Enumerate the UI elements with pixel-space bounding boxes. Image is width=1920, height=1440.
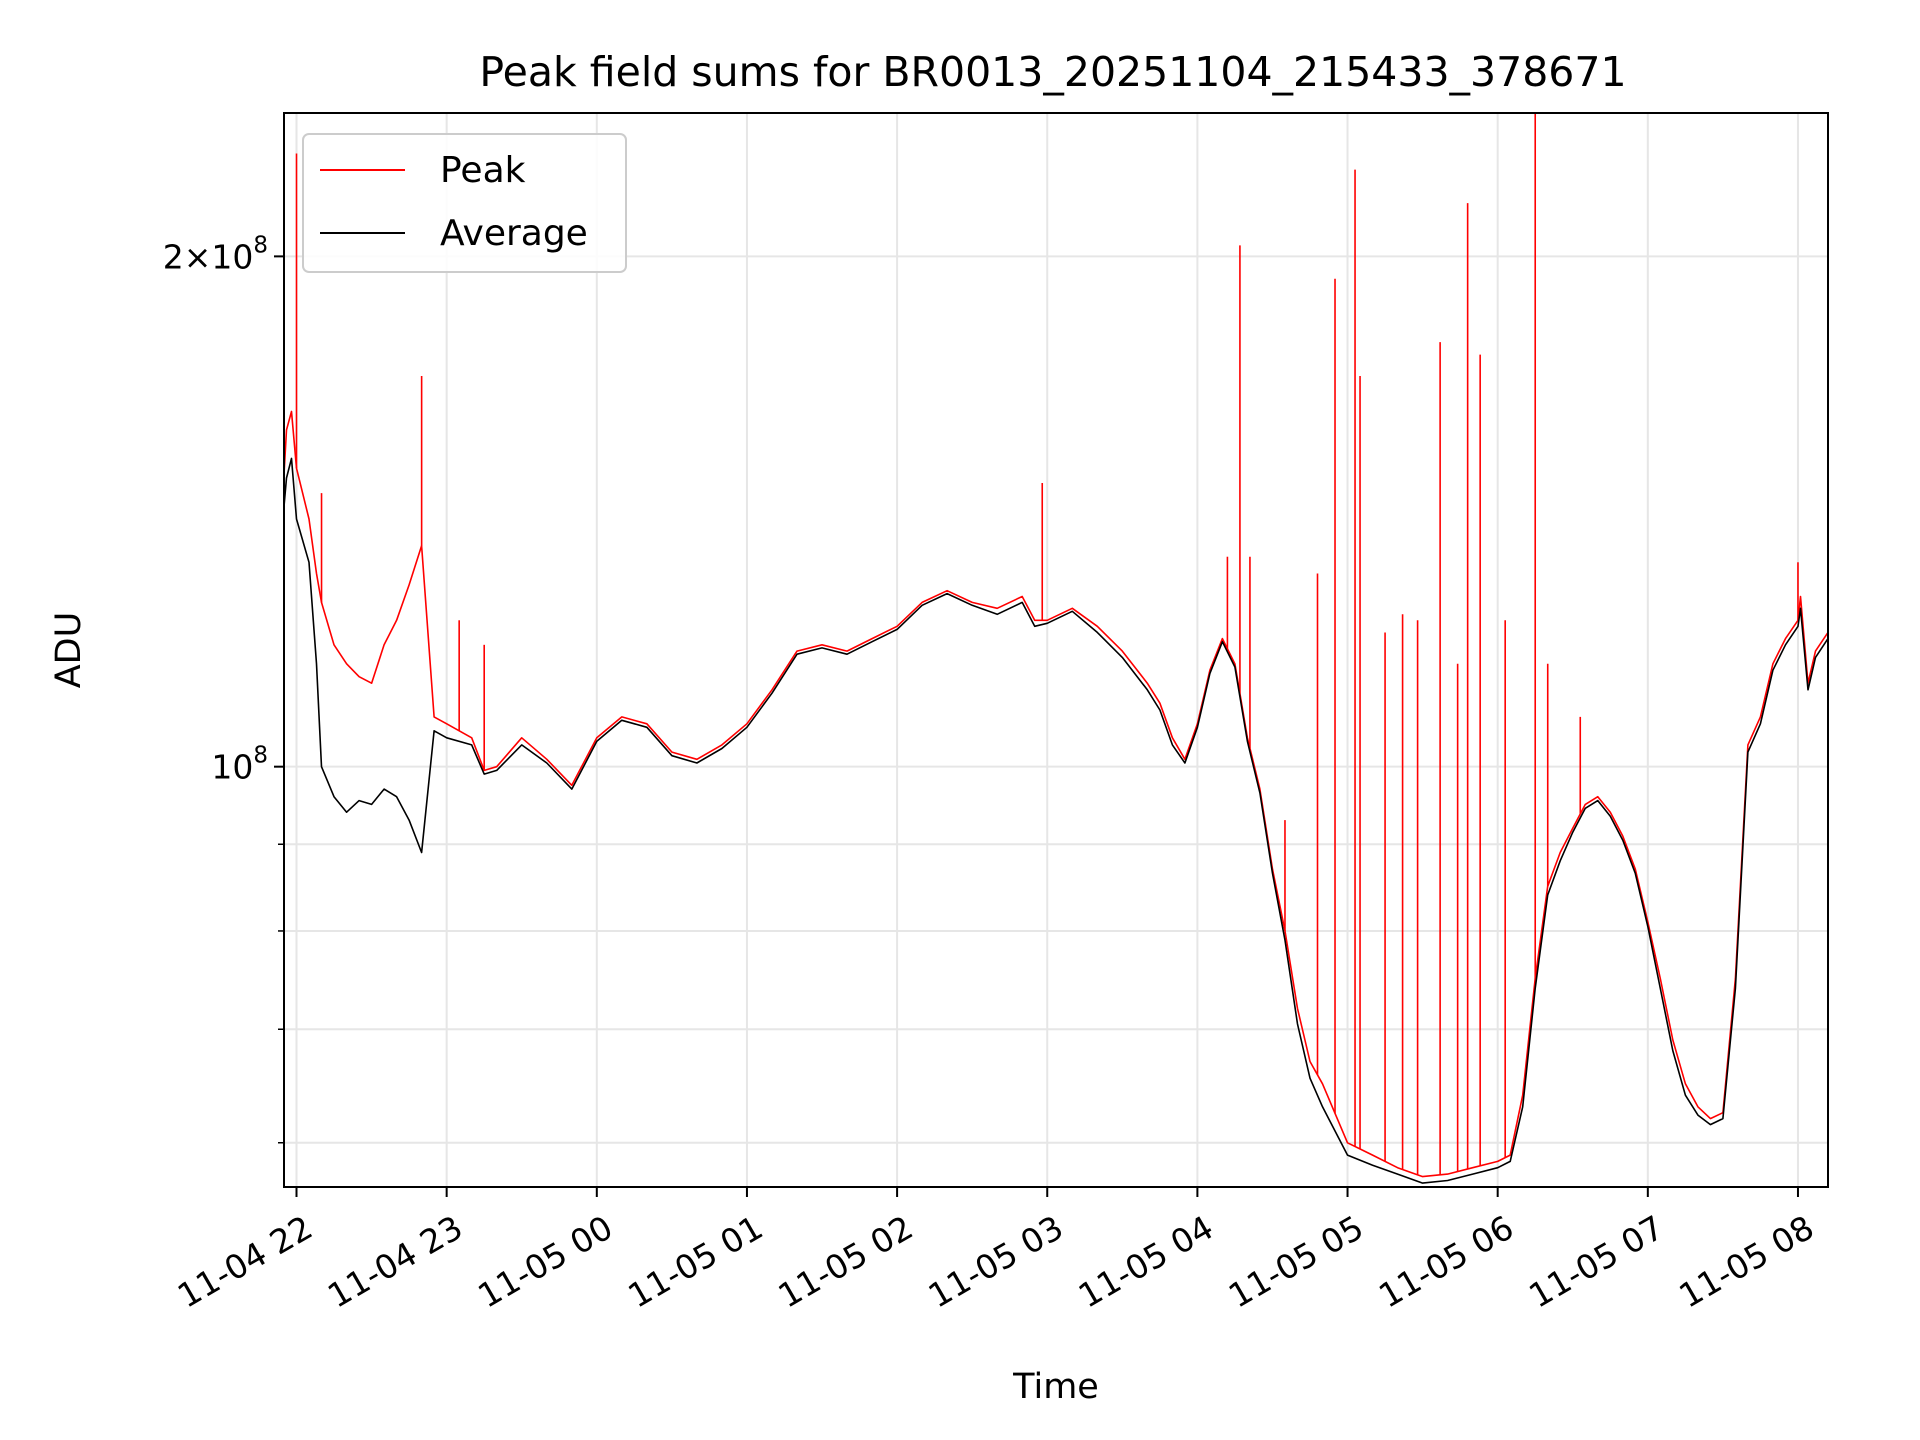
legend-label-peak: Peak [440,150,526,191]
series-line-peak [284,410,1828,1178]
series-line-average [284,457,1828,1184]
legend-box [302,133,627,273]
plot-area-frame [283,112,1829,1188]
y-axis: 108 2×108 [163,232,284,1144]
y-tick-label: 108 [211,743,268,787]
series-layer [284,113,1828,1184]
y-tick-label: 2×108 [163,232,268,276]
grid-lines [284,113,1828,1187]
x-axis-label: Time [1012,1367,1099,1407]
legend-label-average: Average [440,213,588,254]
y-axis-label: ADU [49,612,89,689]
chart-title: Peak field sums for BR0013_20251104_2154… [479,48,1626,96]
legend: Peak Average [302,133,627,273]
